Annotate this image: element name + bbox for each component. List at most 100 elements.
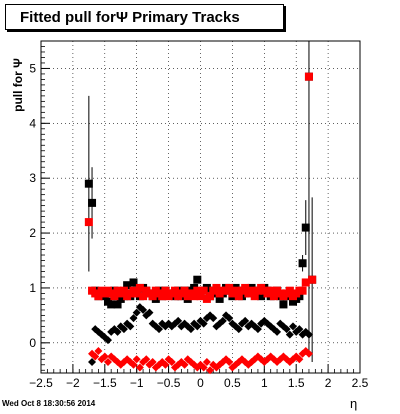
data-point-square — [257, 292, 266, 301]
data-point-square — [84, 218, 93, 227]
data-point-square — [123, 281, 132, 290]
data-point-square — [132, 289, 141, 298]
y-tick-label: 2 — [29, 226, 36, 240]
data-point-diamond — [129, 314, 138, 323]
data-point-square — [170, 286, 179, 295]
y-tick-label: 1 — [29, 281, 36, 295]
data-point-diamond — [250, 322, 259, 331]
data-point-square — [193, 286, 202, 295]
data-point-square — [231, 286, 240, 295]
data-point-diamond — [186, 325, 195, 334]
y-axis-label: pull for Ψ — [11, 58, 25, 112]
data-point-diamond — [142, 355, 151, 364]
data-point-square — [199, 286, 208, 295]
data-point-diamond — [148, 358, 157, 367]
data-point-diamond — [180, 360, 189, 369]
data-point-diamond — [234, 325, 243, 334]
data-point-diamond — [199, 319, 208, 328]
x-tick-label: −1.5 — [93, 376, 117, 390]
data-point-diamond — [132, 355, 141, 364]
data-point-diamond — [295, 355, 304, 364]
chart-title: Fitted pull forΨ Primary Tracks — [20, 9, 240, 26]
data-point-diamond — [100, 352, 109, 361]
data-point-square — [94, 292, 103, 301]
data-point-square — [180, 286, 189, 295]
x-tick-label: 1.5 — [288, 376, 305, 390]
x-tick-label: 2 — [325, 376, 332, 390]
data-point-square — [193, 275, 202, 284]
data-point-diamond — [94, 347, 103, 356]
x-tick-label: −0.5 — [157, 376, 181, 390]
data-point-diamond — [295, 325, 304, 334]
data-point-square — [285, 286, 294, 295]
data-point-square — [158, 292, 167, 301]
data-point-diamond — [167, 358, 176, 367]
data-point-diamond — [209, 314, 218, 323]
data-point-diamond — [304, 349, 313, 358]
data-point-square — [269, 292, 278, 301]
chart-title-box: Fitted pull forΨ Primary Tracks — [5, 4, 284, 30]
data-point-diamond — [155, 325, 164, 334]
data-point-square — [110, 292, 119, 301]
x-tick-label: 2.5 — [352, 376, 369, 390]
data-point-diamond — [218, 316, 227, 325]
y-tick-label: 0 — [29, 336, 36, 350]
data-point-diamond — [225, 314, 234, 323]
data-point-square — [215, 294, 224, 303]
data-point-square — [308, 275, 317, 284]
x-tick-label: 0.5 — [224, 376, 241, 390]
y-tick-label: 4 — [29, 116, 36, 130]
data-point-square — [301, 223, 310, 232]
data-point-square — [139, 292, 148, 301]
data-point-diamond — [126, 322, 135, 331]
data-point-diamond — [199, 363, 208, 372]
data-point-square — [84, 179, 93, 188]
x-tick-label: 0 — [197, 376, 204, 390]
data-point-diamond — [139, 305, 148, 314]
data-point-square — [107, 300, 116, 309]
data-point-diamond — [91, 352, 100, 361]
data-point-diamond — [119, 325, 128, 334]
data-point-square — [88, 198, 97, 207]
data-point-square — [113, 300, 122, 309]
data-point-square — [129, 278, 138, 287]
x-axis-label: η — [350, 396, 358, 411]
data-point-square — [190, 292, 199, 301]
data-point-diamond — [282, 325, 291, 334]
data-point-diamond — [304, 330, 313, 339]
data-point-diamond — [241, 316, 250, 325]
data-point-diamond — [161, 360, 170, 369]
data-point-square — [148, 292, 157, 301]
data-point-square — [241, 283, 250, 292]
data-point-diamond — [174, 316, 183, 325]
data-point-diamond — [88, 358, 97, 367]
data-point-square — [266, 286, 275, 295]
data-point-square — [161, 286, 170, 295]
x-tick-label: −2.5 — [29, 376, 53, 390]
data-point-diamond — [129, 360, 138, 369]
data-point-square — [301, 278, 310, 287]
data-point-diamond — [285, 330, 294, 339]
data-point-square — [298, 286, 307, 295]
data-point-diamond — [225, 358, 234, 367]
data-point-square — [298, 259, 307, 268]
data-point-square — [247, 286, 256, 295]
data-point-square — [279, 300, 288, 309]
data-point-diamond — [145, 308, 154, 317]
data-point-diamond — [206, 366, 215, 375]
data-point-square — [119, 286, 128, 295]
y-tick-label: 5 — [29, 61, 36, 75]
data-point-square — [304, 72, 313, 81]
data-point-diamond — [113, 327, 122, 336]
data-point-square — [206, 292, 215, 301]
y-tick-label: 3 — [29, 171, 36, 185]
data-point-diamond — [123, 319, 132, 328]
data-point-diamond — [253, 325, 262, 334]
data-point-diamond — [103, 336, 112, 345]
data-point-diamond — [103, 358, 112, 367]
data-point-diamond — [193, 322, 202, 331]
x-tick-label: −2 — [66, 376, 80, 390]
data-point-square — [196, 292, 205, 301]
data-point-square — [250, 292, 259, 301]
